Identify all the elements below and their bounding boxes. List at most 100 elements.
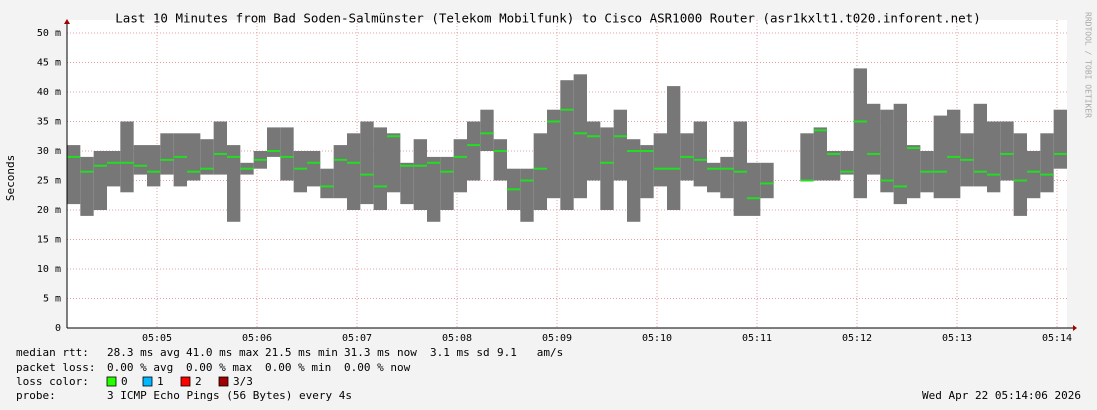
median (733, 170, 747, 173)
smoke (693, 121, 707, 187)
median (160, 158, 174, 161)
median (227, 155, 241, 158)
smoke (560, 80, 574, 210)
y-tick-label: 25 m (37, 176, 61, 187)
stats-label: loss color: (16, 375, 89, 388)
smoke (653, 133, 667, 187)
smoke (200, 139, 214, 175)
smoke (587, 121, 601, 181)
median (640, 150, 654, 152)
loss-swatch (106, 376, 117, 387)
smoke (747, 162, 761, 216)
median (440, 170, 454, 173)
smoke (147, 145, 161, 187)
smoke (800, 133, 814, 181)
x-tick-label: 05:11 (742, 333, 772, 344)
smoke (573, 74, 587, 199)
y-tick-label: 35 m (37, 117, 61, 128)
median (387, 135, 401, 138)
median (427, 161, 441, 164)
smoke (293, 151, 307, 193)
chart-title: Last 10 Minutes from Bad Soden-Salmünste… (115, 11, 980, 26)
median (813, 129, 827, 132)
x-tick-label: 05:12 (842, 333, 872, 344)
y-tick-label: 40 m (37, 87, 61, 98)
smoke (467, 121, 481, 181)
smoke (67, 145, 81, 205)
smoke (427, 156, 441, 222)
y-axis-label: Seconds (4, 155, 17, 201)
median (920, 170, 934, 173)
stats-label: packet loss: (16, 361, 95, 374)
median (827, 152, 841, 155)
median (880, 179, 894, 182)
smoke (80, 156, 94, 216)
median (667, 167, 681, 170)
median (907, 147, 921, 150)
smoke (720, 156, 734, 199)
loss-label: 3/3 (233, 375, 253, 388)
smoke (853, 68, 867, 199)
smoke (360, 121, 374, 205)
loss-label: 0 (121, 375, 128, 388)
smoke (267, 127, 281, 157)
median (413, 164, 427, 167)
median (480, 132, 494, 135)
probe-text: 3 ICMP Echo Pings (56 Bytes) every 4s (107, 389, 352, 402)
median (133, 164, 147, 167)
x-tick-label: 05:09 (542, 333, 572, 344)
median (1027, 170, 1041, 173)
y-tick-label: 50 m (37, 28, 61, 39)
y-tick-label: 5 m (43, 294, 61, 305)
median (867, 152, 881, 155)
median (320, 185, 334, 188)
median (573, 132, 587, 135)
smoke (1040, 133, 1054, 193)
loss-stat: 0.00 % max (186, 361, 253, 374)
median (560, 108, 574, 111)
smoke (627, 139, 641, 222)
smoke (133, 145, 147, 175)
y-tick-label: 0 (55, 323, 61, 334)
median (1000, 152, 1014, 155)
median (547, 120, 561, 123)
median (200, 167, 214, 170)
smoke (107, 151, 121, 187)
median (533, 167, 547, 170)
smoke (947, 109, 961, 199)
median (280, 155, 294, 158)
smoke (827, 151, 841, 181)
x-tick-label: 05:08 (442, 333, 472, 344)
median (960, 158, 974, 161)
median (520, 179, 534, 182)
axis-arrow (64, 19, 70, 24)
median (720, 167, 734, 170)
smoke (387, 133, 401, 193)
smoke (1000, 121, 1014, 181)
smoke (707, 162, 721, 193)
median (347, 161, 361, 164)
median (493, 150, 507, 152)
smoke (413, 139, 427, 210)
median (80, 170, 94, 173)
y-tick-label: 15 m (37, 235, 61, 246)
smoke (547, 109, 561, 199)
smoke (1013, 133, 1027, 216)
smoke (160, 133, 174, 175)
median (800, 179, 814, 182)
stats-label: median rtt: (16, 346, 89, 359)
smoke (520, 168, 534, 222)
median (107, 161, 121, 164)
smoke (813, 127, 827, 181)
loss-label: 1 (157, 375, 164, 388)
smoke (667, 86, 681, 210)
smoke (840, 151, 854, 175)
smoke (480, 109, 494, 151)
smoke (400, 162, 414, 205)
median (453, 155, 467, 158)
smoke (227, 145, 241, 222)
median (973, 170, 987, 173)
median (613, 135, 627, 138)
y-tick-label: 30 m (37, 146, 61, 157)
loss-swatch (142, 376, 153, 387)
